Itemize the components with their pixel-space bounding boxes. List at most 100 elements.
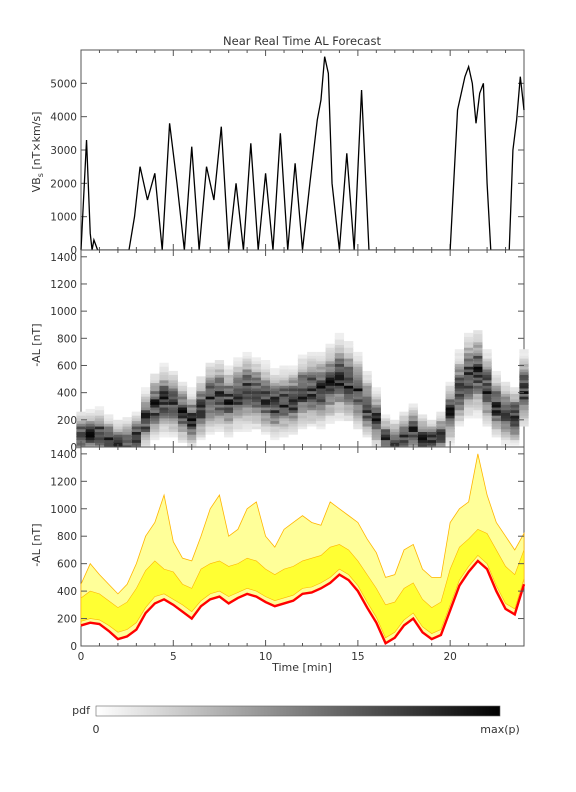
heatmap-cell	[371, 425, 381, 430]
heatmap-cell	[408, 433, 418, 438]
heatmap-cell	[500, 395, 511, 400]
heatmap-cell	[260, 395, 271, 400]
heatmap-cell	[491, 425, 501, 430]
heatmap-cell	[76, 422, 86, 427]
heatmap-cell	[233, 414, 243, 419]
heatmap-cell	[307, 362, 317, 367]
heatmap-cell	[436, 419, 446, 424]
heatmap-cell	[270, 398, 280, 403]
heatmap-cell	[353, 351, 363, 356]
heatmap-cell	[307, 392, 317, 397]
heatmap-cell	[85, 419, 95, 424]
heatmap-cell	[104, 427, 114, 432]
heatmap-cell	[362, 376, 372, 381]
heatmap-cell	[196, 433, 206, 438]
heatmap-cell	[288, 398, 298, 403]
heatmap-cell	[371, 400, 381, 405]
heatmap-cell	[334, 398, 345, 403]
heatmap-cell	[205, 370, 215, 375]
heatmap-cell	[510, 392, 520, 397]
heatmap-cell	[473, 343, 483, 348]
heatmap-cell	[270, 422, 280, 427]
heatmap-cell	[104, 417, 114, 422]
heatmap-cell	[187, 395, 197, 400]
heatmap-cell	[473, 368, 483, 373]
heatmap-cell	[362, 379, 372, 384]
heatmap-cell	[473, 408, 483, 413]
heatmap-cell	[445, 430, 455, 435]
heatmap-cell	[500, 425, 511, 430]
heatmap-cell	[270, 427, 280, 432]
heatmap-cell	[316, 373, 326, 378]
heatmap-cell	[380, 436, 391, 441]
heatmap-cell	[224, 400, 234, 405]
heatmap-cell	[482, 362, 492, 367]
heatmap-cell	[371, 419, 381, 424]
heatmap-cell	[334, 408, 345, 413]
y-tick-label: 5000	[50, 78, 77, 90]
heatmap-cell	[500, 400, 511, 405]
heatmap-cell	[482, 384, 492, 389]
heatmap-cell	[177, 381, 188, 386]
heatmap-cell	[159, 379, 169, 384]
heatmap-cell	[140, 387, 151, 392]
heatmap-cell	[270, 376, 280, 381]
heatmap-cell	[500, 389, 511, 394]
heatmap-cell	[76, 438, 86, 443]
heatmap-cell	[224, 422, 234, 427]
heatmap-cell	[362, 400, 372, 405]
heatmap-cell	[344, 341, 354, 346]
heatmap-cell	[454, 392, 465, 397]
heatmap-cell	[464, 365, 474, 370]
panel-al-heatmap-y-label: -AL [nT]	[30, 323, 43, 366]
heatmap-cell	[297, 403, 308, 408]
heatmap-cell	[344, 398, 354, 403]
heatmap-cell	[482, 400, 492, 405]
heatmap-cell	[140, 408, 151, 413]
heatmap-cell	[260, 362, 271, 367]
heatmap-cell	[362, 408, 372, 413]
heatmap-cell	[85, 422, 95, 427]
heatmap-cell	[242, 408, 252, 413]
heatmap-cell	[334, 368, 345, 373]
heatmap-cell	[473, 376, 483, 381]
heatmap-cell	[288, 406, 298, 411]
heatmap-cell	[399, 425, 409, 430]
heatmap-cell	[233, 411, 243, 416]
heatmap-cell	[233, 365, 243, 370]
heatmap-cell	[454, 357, 465, 362]
heatmap-cell	[242, 373, 252, 378]
heatmap-cell	[260, 414, 271, 419]
heatmap-cell	[519, 349, 529, 354]
heatmap-cell	[159, 398, 169, 403]
heatmap-cell	[177, 430, 188, 435]
heatmap-cell	[168, 392, 178, 397]
heatmap-cell	[168, 395, 178, 400]
heatmap-cell	[205, 400, 215, 405]
heatmap-cell	[233, 376, 243, 381]
heatmap-cell	[436, 436, 446, 441]
heatmap-cell	[187, 441, 197, 446]
heatmap-cell	[491, 400, 501, 405]
heatmap-cell	[242, 403, 252, 408]
heatmap-cell	[334, 414, 345, 419]
heatmap-cell	[214, 403, 225, 408]
heatmap-cell	[482, 360, 492, 365]
heatmap-cell	[224, 373, 234, 378]
heatmap-cell	[85, 414, 95, 419]
heatmap-cell	[177, 406, 188, 411]
heatmap-cell	[251, 406, 261, 411]
heatmap-cell	[325, 354, 335, 359]
heatmap-cell	[307, 411, 317, 416]
heatmap-cell	[380, 444, 391, 449]
heatmap-cell	[251, 417, 261, 422]
heatmap-cell	[131, 411, 141, 416]
heatmap-cell	[307, 357, 317, 362]
heatmap-cell	[279, 408, 289, 413]
heatmap-cell	[371, 398, 381, 403]
heatmap-cell	[150, 411, 160, 416]
heatmap-cell	[417, 444, 428, 449]
heatmap-cell	[196, 427, 206, 432]
heatmap-cell	[288, 414, 298, 419]
heatmap-cell	[150, 379, 160, 384]
